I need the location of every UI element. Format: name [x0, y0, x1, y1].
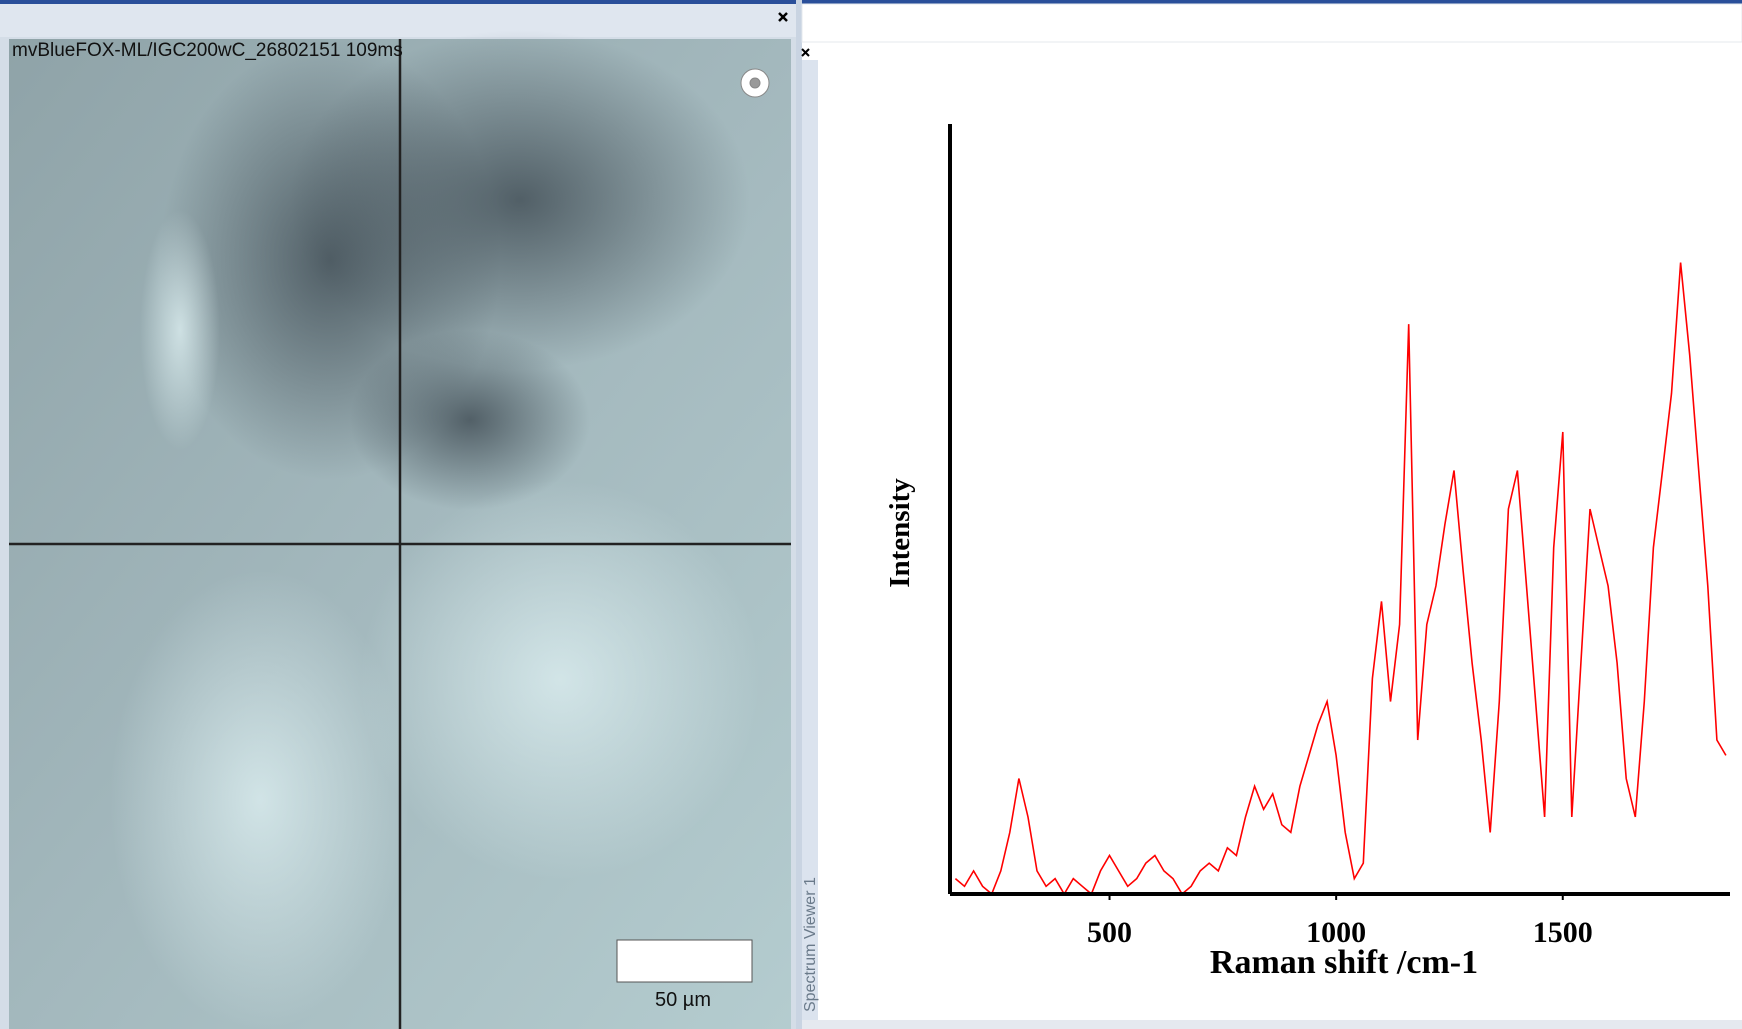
- spectrum-header: [801, 3, 1742, 43]
- settings-icon[interactable]: [740, 68, 770, 98]
- bottom-scroll: [802, 1020, 1742, 1029]
- x-tick-label: 500: [1087, 916, 1132, 949]
- camera-title: mvBlueFOX-ML/IGC200wC_26802151 109ms: [12, 40, 403, 61]
- x-axis-title: Raman shift /cm-1: [1210, 944, 1478, 981]
- side-tab-label: Spectrum Viewer 1: [802, 877, 819, 1012]
- window-top-bar: [0, 0, 1742, 4]
- splitter: [796, 0, 802, 1029]
- camera-close[interactable]: [778, 12, 788, 22]
- y-axis-title: Intensity: [884, 478, 916, 588]
- x-tick-label: 1000: [1306, 916, 1366, 949]
- spectrum-close[interactable]: [801, 48, 810, 57]
- x-tick-label: 1500: [1533, 916, 1593, 949]
- camera-header: [0, 4, 796, 37]
- scale-bar: [616, 939, 753, 983]
- side-tab[interactable]: [802, 60, 818, 1020]
- spectrum-line: [954, 262, 1727, 896]
- scale-label: 50 µm: [655, 989, 711, 1011]
- camera-image: [9, 30, 791, 1029]
